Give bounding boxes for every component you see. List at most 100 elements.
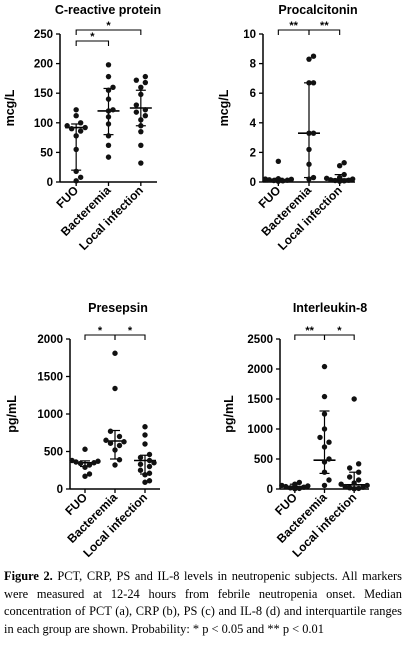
data-point [321, 469, 328, 475]
data-point [137, 454, 144, 461]
data-point [336, 163, 343, 169]
significance-label: * [90, 31, 95, 43]
significance-label: * [98, 325, 103, 337]
data-point [355, 469, 362, 475]
figure-panels: C-reactive proteinmcg/L050100150200250FU… [3, 3, 370, 560]
data-point [323, 175, 330, 181]
y-tick-label: 2000 [37, 334, 63, 346]
data-point [112, 447, 118, 453]
data-point [116, 457, 123, 463]
data-point [82, 473, 88, 479]
data-point [349, 176, 356, 182]
data-point [326, 439, 332, 445]
y-tick-label: 1500 [247, 394, 273, 406]
data-point [77, 460, 84, 467]
data-point [105, 154, 112, 160]
y-tick-label: 1000 [37, 409, 63, 421]
y-tick-label: 1000 [247, 424, 273, 436]
data-point [142, 73, 149, 80]
chart-title: Procalcitonin [278, 3, 357, 17]
data-point [321, 363, 328, 370]
chart-title: C-reactive protein [55, 3, 161, 17]
data-point [310, 80, 317, 86]
data-point [105, 114, 112, 120]
data-point [95, 458, 101, 464]
data-point [138, 142, 144, 148]
data-point [110, 84, 116, 90]
significance-bracket [75, 40, 110, 46]
data-point [338, 481, 344, 487]
data-point [142, 472, 148, 478]
data-point [105, 121, 112, 127]
data-point [151, 460, 157, 466]
data-point [306, 146, 312, 153]
data-point [262, 176, 269, 182]
data-point [138, 84, 144, 90]
data-point [321, 426, 328, 432]
y-tick-label: 150 [34, 88, 53, 100]
data-point [112, 350, 118, 356]
data-point [310, 174, 317, 181]
y-tick-label: 500 [44, 447, 63, 459]
data-point [142, 79, 149, 86]
y-tick-label: 6 [250, 88, 256, 100]
figure-caption: Figure 2. PCT, CRP, PS and IL-8 levels i… [4, 568, 402, 638]
data-point [321, 393, 328, 400]
data-point [306, 80, 312, 86]
data-point [142, 441, 148, 447]
data-point [296, 479, 303, 486]
data-point [68, 126, 75, 132]
chart-panel-4: Interleukin-8pg/mL05001000150020002500FU… [222, 301, 370, 560]
data-point [321, 459, 328, 465]
chart-panel-2: Procalcitoninmcg/L0246810FUOBacteremiaLo… [217, 3, 358, 253]
data-point [306, 161, 312, 167]
data-point [355, 485, 362, 492]
data-point [105, 108, 112, 114]
chart-panel-1: C-reactive protein mcg/L 0 50 100 150 200 250 FU… [3, 3, 161, 253]
data-point [146, 451, 153, 458]
data-point [336, 178, 343, 184]
data-point [271, 177, 277, 184]
data-point [73, 112, 79, 119]
data-point [107, 440, 114, 446]
data-point [306, 56, 312, 62]
significance-label: * [106, 20, 111, 32]
data-point [146, 457, 153, 464]
data-point [275, 176, 282, 182]
data-point [310, 130, 317, 136]
data-point [82, 124, 88, 131]
data-point [336, 174, 343, 181]
data-point [86, 471, 93, 477]
data-point [142, 424, 148, 430]
y-tick-label: 0 [267, 484, 273, 496]
data-point [351, 480, 357, 486]
data-point [355, 461, 362, 467]
data-point [64, 123, 70, 129]
y-tick-label: 2 [250, 147, 256, 159]
data-point [355, 477, 362, 483]
data-point [146, 478, 153, 484]
y-tick-label: 2500 [247, 334, 273, 346]
data-point [105, 133, 112, 139]
significance-bracket [114, 334, 146, 340]
data-point [105, 73, 112, 80]
y-tick-label: 0 [47, 177, 53, 189]
y-tick-label: 2000 [247, 364, 273, 376]
data-point [142, 107, 149, 113]
significance-label: ** [289, 20, 298, 32]
data-point [351, 396, 357, 402]
data-point [112, 462, 118, 468]
y-tick-label: 100 [34, 118, 53, 130]
data-point [321, 482, 328, 489]
data-point [138, 91, 144, 98]
data-point [296, 485, 303, 492]
data-point [73, 168, 79, 175]
y-tick-label: 1500 [37, 372, 63, 384]
data-point [138, 117, 144, 123]
data-point [142, 432, 148, 438]
data-point [142, 112, 149, 119]
y-tick-label: 50 [40, 147, 53, 159]
data-point [287, 485, 294, 491]
data-point [146, 463, 153, 470]
data-point [138, 128, 144, 135]
